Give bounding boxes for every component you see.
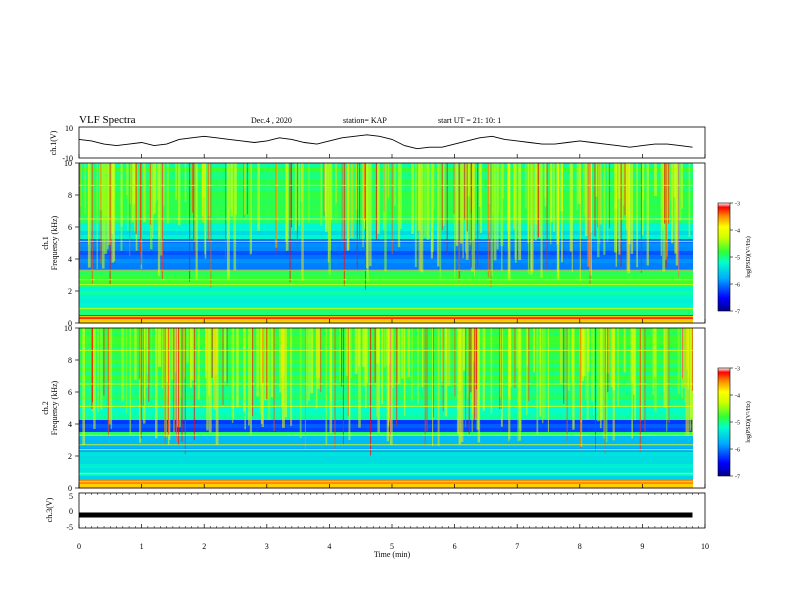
ytick-label: 8 [68, 191, 72, 200]
ytick-label: 8 [68, 356, 72, 365]
ch1-spectrogram-image [79, 163, 705, 324]
ch2-colorbar-ticks: -3 -4 -5 -6 -7 [730, 367, 740, 481]
ch1-voltage-trace [78, 134, 693, 150]
ch2-spec-ylabel-frequency: Frequency (kHz) [50, 380, 59, 435]
xtick-label: 9 [640, 542, 644, 551]
colorbar-tick-label: -4 [735, 394, 740, 400]
colorbar-tick-label: -6 [735, 448, 740, 454]
ch2-colorbar-label: log(PSD)(V²/Hz) [745, 401, 752, 442]
panel-ch1-waveform: ch.1(V) 10 -10 [49, 124, 706, 163]
ytick-label: 6 [68, 223, 72, 232]
colorbar-tick-label: -7 [735, 475, 740, 481]
ch3-ytick-mid: 0 [69, 507, 73, 516]
xtick-label: 1 [140, 542, 144, 551]
colorbar-tick-label: -3 [735, 367, 740, 373]
ytick-label: 0 [68, 319, 72, 328]
ch3-ytick-top: 5 [69, 492, 73, 501]
colorbar-tick-label: -5 [735, 256, 740, 262]
colorbar-tick-label: -5 [735, 421, 740, 427]
colorbar-tick-label: -7 [735, 310, 740, 316]
colorbar-tick-label: -4 [735, 229, 740, 235]
ytick-label: 2 [68, 452, 72, 461]
ch1-spec-ylabel-frequency: Frequency (kHz) [50, 215, 59, 270]
xtick-label: 6 [453, 542, 457, 551]
xtick-label: 2 [202, 542, 206, 551]
ch2-colorbar-gradient [717, 367, 731, 477]
ytick-label: 0 [68, 484, 72, 493]
panel-ch3-frame [78, 492, 706, 529]
time-axis: 0 1 2 3 4 5 6 7 8 9 10 [77, 154, 709, 551]
ch3-ylabel: ch.3(V) [45, 497, 54, 522]
ytick-label: 4 [68, 420, 72, 429]
date-label: Dec.4 , 2020 [251, 116, 292, 125]
ch1-colorbar-gradient [717, 202, 731, 312]
ch3-ytick-bottom: -5 [66, 523, 73, 532]
panel-ch1-spectrogram: ch.1 Frequency (kHz) 0 2 4 6 8 10 -3 -4 -5 -6 -7 … [41, 159, 752, 328]
xtick-label: 10 [701, 542, 709, 551]
start-time-label: start UT = 21: 10: 1 [438, 116, 501, 125]
ytick-label: 10 [64, 324, 72, 333]
time-axis-label: Time (min) [374, 550, 411, 559]
ytick-label: 6 [68, 388, 72, 397]
ch2-colorbar: -3 -4 -5 -6 -7 log(PSD)(V²/Hz) [717, 367, 752, 481]
ytick-label: 2 [68, 287, 72, 296]
xtick-label: 3 [265, 542, 269, 551]
xtick-label: 7 [515, 542, 519, 551]
xtick-label: 5 [390, 542, 394, 551]
ch2-spectrogram-image [79, 328, 705, 489]
panel-ch1-frame [78, 126, 706, 159]
ch1-spec-ylabel-channel: ch.1 [41, 236, 50, 250]
station-label: station= KAP [343, 116, 387, 125]
ch2-spec-ylabel-channel: ch.2 [41, 401, 50, 415]
xtick-label: 8 [578, 542, 582, 551]
ch1-colorbar-ticks: -3 -4 -5 -6 -7 [730, 202, 740, 316]
chart-title: VLF Spectra [79, 114, 136, 126]
ch1-colorbar-label: log(PSD)(V²/Hz) [745, 236, 752, 277]
ch1-ytick-top: 10 [65, 124, 73, 133]
ch1-ylabel: ch.1(V) [49, 130, 58, 155]
ytick-label: 4 [68, 255, 72, 264]
ytick-label: 10 [64, 159, 72, 168]
panel-ch2-spectrogram: ch.2 Frequency (kHz) 0 2 4 6 8 10 -3 -4 -5 -6 -7 … [41, 324, 752, 493]
ch1-colorbar: -3 -4 -5 -6 -7 log(PSD)(V²/Hz) [717, 202, 752, 316]
xtick-label: 4 [327, 542, 331, 551]
colorbar-tick-label: -6 [735, 283, 740, 289]
ch1-spec-yticks: 0 2 4 6 8 10 [64, 159, 79, 328]
xtick-label: 0 [77, 542, 81, 551]
panel-ch3-waveform: ch.3(V) 5 0 -5 [45, 492, 706, 532]
ch2-spec-yticks: 0 2 4 6 8 10 [64, 324, 79, 493]
ch1-ytick-bottom: -10 [62, 154, 73, 163]
colorbar-tick-label: -3 [735, 202, 740, 208]
